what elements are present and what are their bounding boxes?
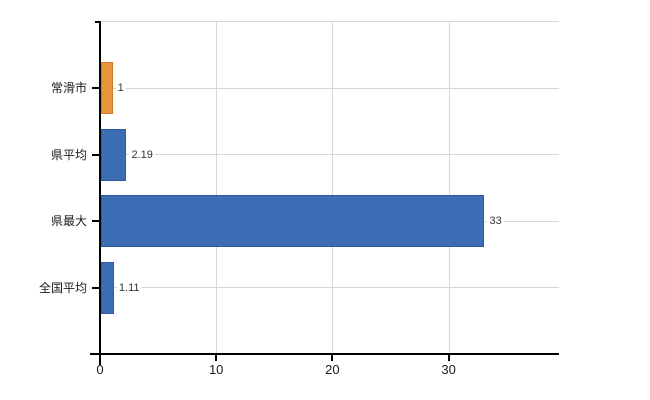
x-axis-tick: [331, 355, 334, 361]
bar: [101, 62, 113, 115]
category-label: 全国平均: [38, 280, 87, 295]
bar: [101, 128, 127, 181]
category-tick: [92, 153, 100, 156]
category-tick: [92, 220, 100, 223]
bar: [101, 195, 485, 248]
row-gridline: [100, 87, 559, 89]
plot-top-border: [100, 21, 559, 22]
y-axis-top-tick: [95, 21, 100, 23]
vertical-gridline: [448, 22, 450, 354]
category-label: 県平均: [50, 147, 87, 162]
x-axis-tick: [99, 355, 101, 361]
category-label: 常滑市: [50, 81, 87, 96]
x-axis-tick: [215, 355, 218, 361]
x-axis-tick: [447, 355, 450, 361]
x-tick-label: 30: [441, 362, 456, 377]
x-tick-label: 20: [325, 362, 340, 377]
category-tick: [92, 286, 100, 289]
bar-value-label: 33: [487, 213, 504, 230]
x-axis-line: [90, 353, 559, 355]
category-label: 県最大: [50, 214, 87, 229]
bar-value-label: 2.19: [129, 146, 155, 163]
bar-value-label: 1: [115, 80, 126, 97]
vertical-gridline: [216, 22, 218, 354]
category-tick: [92, 87, 100, 90]
row-gridline: [100, 287, 559, 289]
vertical-gridline: [332, 22, 334, 354]
row-gridline: [100, 154, 559, 156]
y-axis-line: [99, 21, 101, 365]
bar: [101, 261, 114, 314]
x-tick-label: 0: [96, 362, 104, 377]
x-tick-label: 10: [208, 362, 224, 377]
bar-value-label: 1.11: [116, 279, 142, 296]
